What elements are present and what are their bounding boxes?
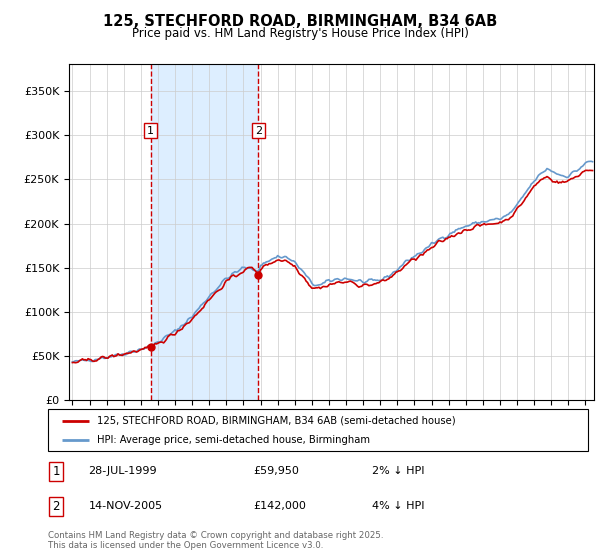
Text: 2: 2 [255, 125, 262, 136]
Text: 2% ↓ HPI: 2% ↓ HPI [372, 466, 425, 476]
Text: 125, STECHFORD ROAD, BIRMINGHAM, B34 6AB: 125, STECHFORD ROAD, BIRMINGHAM, B34 6AB [103, 14, 497, 29]
Text: 14-NOV-2005: 14-NOV-2005 [89, 501, 163, 511]
Text: £59,950: £59,950 [253, 466, 299, 476]
FancyBboxPatch shape [48, 409, 588, 451]
Bar [151, 64, 259, 400]
Text: 4% ↓ HPI: 4% ↓ HPI [372, 501, 425, 511]
Text: Price paid vs. HM Land Registry's House Price Index (HPI): Price paid vs. HM Land Registry's House … [131, 27, 469, 40]
Text: 1: 1 [52, 465, 60, 478]
Text: HPI: Average price, semi-detached house, Birmingham: HPI: Average price, semi-detached house,… [97, 435, 370, 445]
Text: 2: 2 [52, 500, 60, 512]
Text: 28-JUL-1999: 28-JUL-1999 [89, 466, 157, 476]
Text: £142,000: £142,000 [253, 501, 306, 511]
Text: 125, STECHFORD ROAD, BIRMINGHAM, B34 6AB (semi-detached house): 125, STECHFORD ROAD, BIRMINGHAM, B34 6AB… [97, 416, 455, 426]
Text: Contains HM Land Registry data © Crown copyright and database right 2025.
This d: Contains HM Land Registry data © Crown c… [48, 531, 383, 550]
Text: 1: 1 [147, 125, 154, 136]
